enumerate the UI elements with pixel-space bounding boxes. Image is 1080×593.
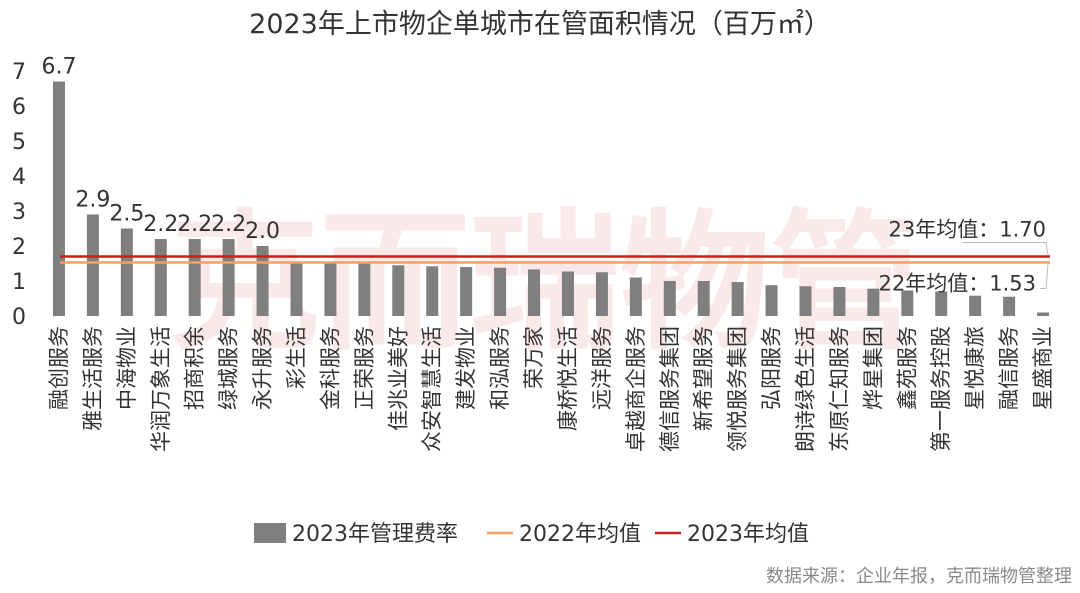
y-tick-label: 1 <box>12 270 26 295</box>
average-leader <box>1040 264 1049 289</box>
legend-label: 2022年均值 <box>519 522 641 547</box>
y-tick-label: 5 <box>12 130 26 155</box>
x-tick-label: 星盛商业 <box>1031 326 1055 410</box>
bar <box>290 261 303 316</box>
y-tick-label: 4 <box>12 165 26 190</box>
bar <box>120 228 133 316</box>
x-tick-label: 雅生活服务 <box>81 326 105 431</box>
y-tick-label: 7 <box>12 60 26 85</box>
x-tick-label: 永升服务 <box>251 326 275 410</box>
bar <box>154 239 167 316</box>
x-tick-label: 东原仁知服务 <box>827 326 851 452</box>
x-tick-label: 康桥悦生活 <box>556 326 580 431</box>
x-tick-labels: 融创服务 雅生活服务 中海物业 华润万象生活 招商积余 绿城服务 永升服务 彩生活 金科服务 正荣… <box>47 326 1055 452</box>
bar <box>86 214 99 316</box>
bar <box>595 272 608 316</box>
x-tick-label: 德信服务集团 <box>658 326 682 452</box>
bar <box>528 269 541 316</box>
bar <box>697 281 710 316</box>
bar <box>222 239 235 316</box>
legend-label: 2023年均值 <box>687 522 809 547</box>
x-tick-label: 朗诗绿色生活 <box>794 326 818 452</box>
y-tick-label: 3 <box>12 200 26 225</box>
bar <box>52 81 65 316</box>
data-label: 2.2 <box>143 212 178 237</box>
data-label: 2.0 <box>245 219 280 244</box>
data-label: 2.9 <box>75 188 110 213</box>
average-leader <box>962 242 1049 256</box>
legend-label: 2023年管理费率 <box>292 522 458 547</box>
x-tick-label: 佳兆业美好 <box>386 326 410 431</box>
bar <box>494 267 507 316</box>
data-labels-group: 6.72.92.52.22.22.22.0 <box>41 55 280 245</box>
x-tick-label: 融信服务 <box>997 326 1021 410</box>
x-tick-label: 绿城服务 <box>217 326 241 410</box>
data-label: 2.5 <box>109 202 144 227</box>
legend: 2023年管理费率 2022年均值 2023年均值 <box>254 522 809 547</box>
bar <box>799 286 812 316</box>
data-label: 6.7 <box>41 55 76 80</box>
legend-swatch <box>254 523 286 543</box>
x-tick-label: 金科服务 <box>318 326 342 410</box>
bar <box>765 285 778 316</box>
x-tick-label: 融创服务 <box>47 326 71 410</box>
data-label: 2.2 <box>211 212 246 237</box>
x-tick-label: 烨星集团 <box>861 326 885 410</box>
bar <box>561 271 574 316</box>
bar <box>1037 312 1050 316</box>
x-tick-label: 领悦服务集团 <box>726 326 750 452</box>
bar <box>867 288 880 316</box>
x-tick-label: 卓越商企服务 <box>624 326 648 452</box>
x-tick-label: 远洋服务 <box>590 326 614 410</box>
x-tick-label: 正荣服务 <box>352 326 376 410</box>
average-lines-group: 23年均值：1.70 22年均值：1.53 <box>60 218 1050 295</box>
x-tick-label: 星悦康旅 <box>963 326 987 410</box>
x-tick-label: 新希望服务 <box>692 326 716 431</box>
x-tick-label: 众安智慧生活 <box>420 326 444 452</box>
x-tick-label: 鑫苑服务 <box>895 326 919 410</box>
bar <box>460 267 473 316</box>
bar <box>324 262 337 316</box>
y-tick-label: 6 <box>12 95 26 120</box>
x-tick-label: 第一服务控股 <box>929 326 953 452</box>
y-tick-label: 2 <box>12 235 26 260</box>
average-label: 22年均值：1.53 <box>879 271 1036 295</box>
x-tick-label: 彩生活 <box>285 326 309 389</box>
bar <box>629 277 642 316</box>
bar <box>663 281 676 316</box>
bar <box>392 265 405 316</box>
bar <box>935 291 948 316</box>
bar <box>426 266 439 316</box>
bar <box>833 286 846 316</box>
x-tick-label: 弘阳服务 <box>760 326 784 410</box>
x-tick-label: 和泓服务 <box>488 326 512 410</box>
y-tick-label: 0 <box>12 305 26 330</box>
bar <box>969 295 982 316</box>
x-tick-label: 荣万家 <box>522 326 546 389</box>
x-tick-label: 建发物业 <box>454 326 478 410</box>
data-label: 2.2 <box>177 212 212 237</box>
bar <box>731 282 744 316</box>
x-tick-label: 华润万象生活 <box>149 326 173 452</box>
bar <box>1003 296 1016 316</box>
bar <box>188 239 201 316</box>
x-tick-label: 中海物业 <box>115 326 139 410</box>
bar <box>358 262 371 316</box>
average-label: 23年均值：1.70 <box>889 218 1046 242</box>
y-axis: 0 1 2 3 4 5 6 7 <box>12 60 26 330</box>
source-note: 数据来源：企业年报，克而瑞物管整理 <box>766 566 1072 587</box>
bar <box>901 290 914 316</box>
x-tick-label: 招商积余 <box>183 326 207 410</box>
chart-title: 2023年上市物企单城市在管面积情况（百万㎡） <box>249 9 831 40</box>
